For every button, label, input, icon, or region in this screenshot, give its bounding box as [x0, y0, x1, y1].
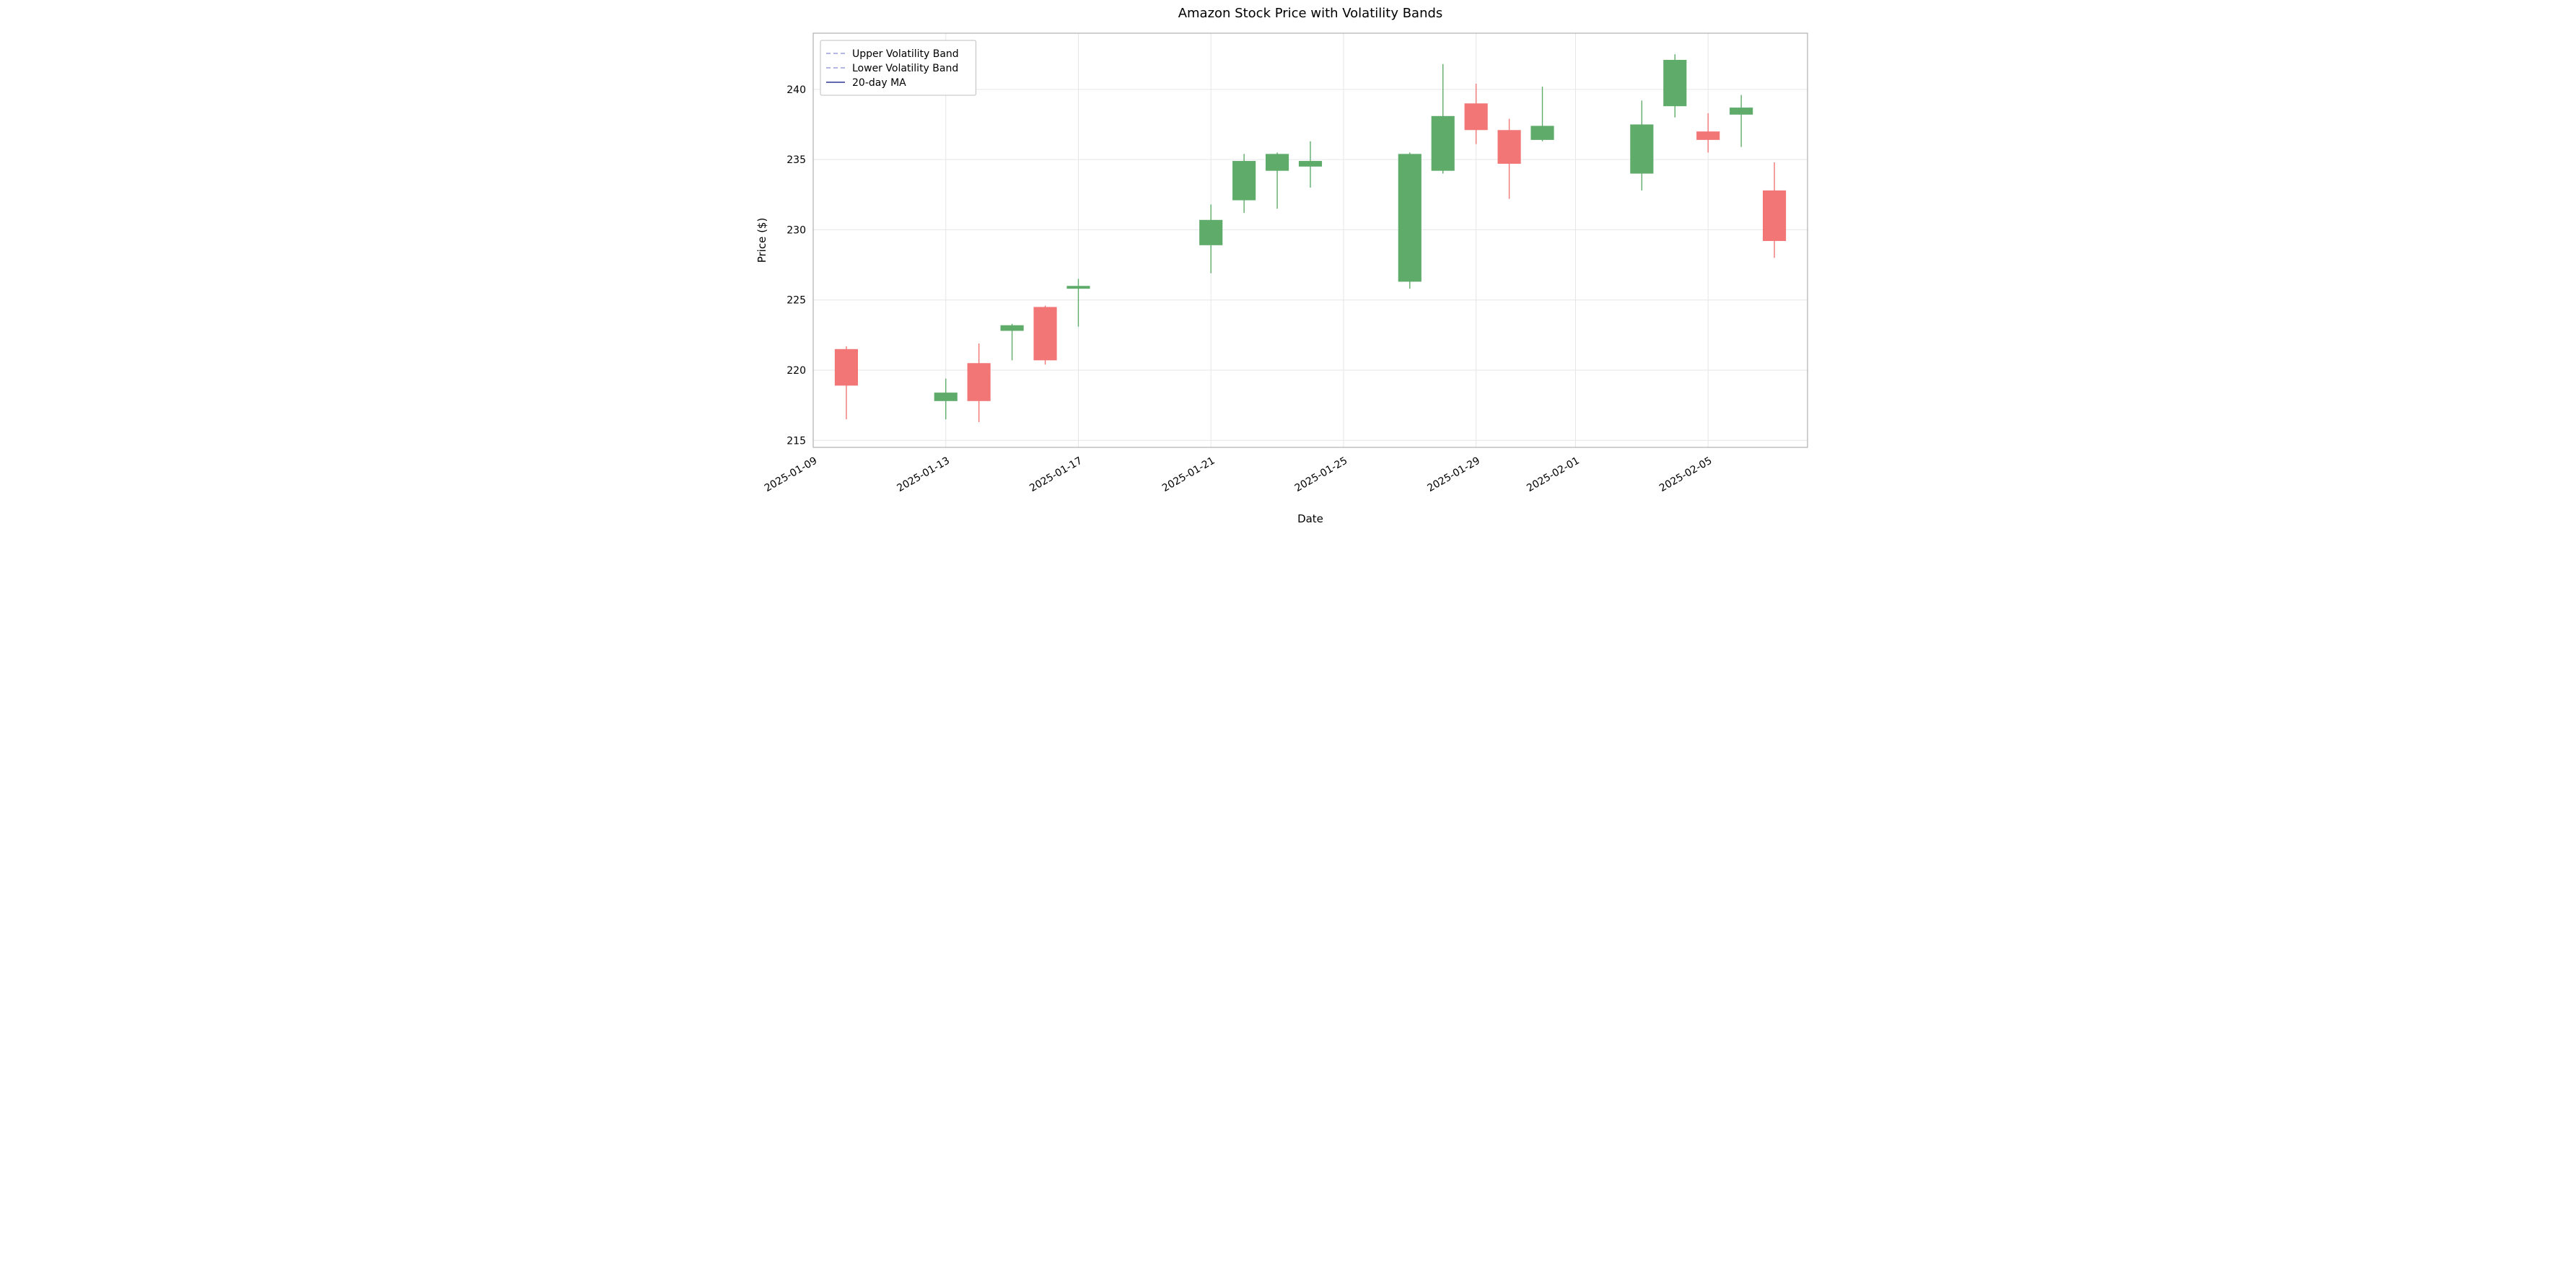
chart-title: Amazon Stock Price with Volatility Bands	[1178, 6, 1443, 21]
x-tick-label: 2025-01-13	[895, 455, 952, 495]
legend: Upper Volatility Band Lower Volatility Ba…	[820, 40, 976, 95]
legend-item-label: Lower Volatility Band	[852, 63, 958, 74]
y-tick-label: 235	[787, 154, 806, 166]
y-axis-label: Price ($)	[755, 218, 768, 263]
legend-item-label: Upper Volatility Band	[852, 48, 959, 60]
x-tick-label: 2025-01-25	[1293, 455, 1349, 495]
chart-svg: 215 220 225 230 235 240 2025-01-09 2025-01-13 20…	[747, 0, 1829, 535]
x-tick-label: 2025-01-29	[1425, 455, 1481, 495]
x-axis-label: Date	[1297, 512, 1323, 525]
y-tick-label: 230	[787, 224, 806, 236]
legend-item-label: 20-day MA	[852, 77, 906, 89]
y-tick-label: 220	[787, 365, 806, 377]
x-tick-label: 2025-02-05	[1657, 455, 1714, 495]
candlestick-chart: 215 220 225 230 235 240 2025-01-09 2025-01-13 20…	[747, 0, 1829, 535]
y-tick-label: 215	[787, 435, 806, 447]
x-tick-label: 2025-02-01	[1525, 455, 1581, 495]
y-tick-label: 240	[787, 84, 806, 96]
x-tick-label: 2025-01-21	[1160, 455, 1217, 495]
y-tick-label: 225	[787, 295, 806, 307]
x-tick-label: 2025-01-09	[763, 455, 819, 495]
x-tick-label: 2025-01-17	[1028, 455, 1084, 495]
